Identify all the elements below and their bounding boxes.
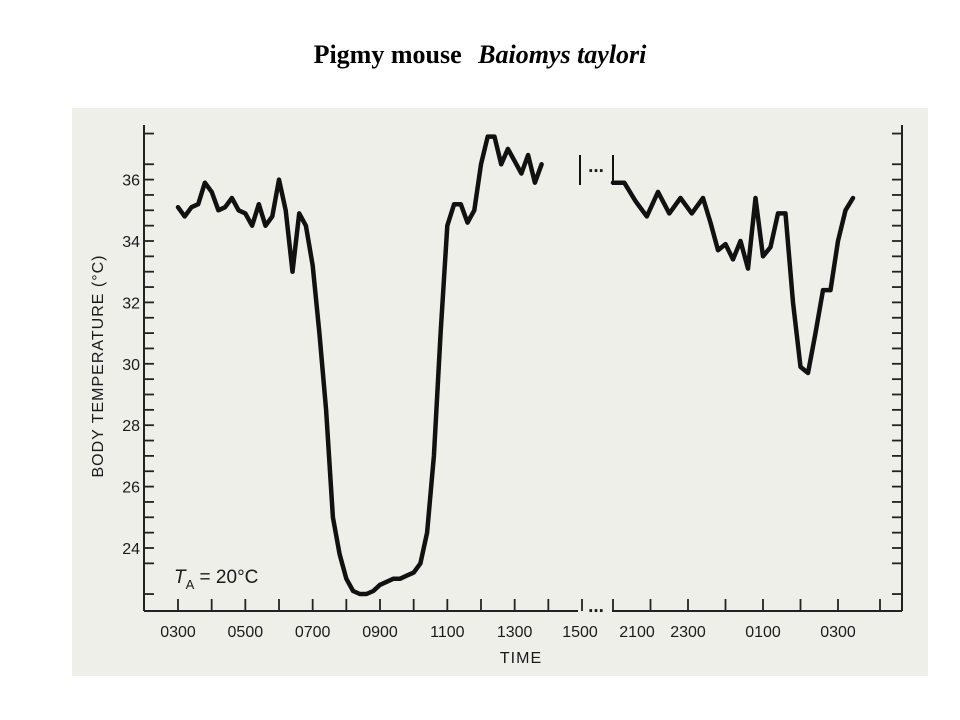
x-tick-label: 0100 <box>745 624 781 641</box>
annotation-t: T <box>174 567 187 588</box>
title-scientific-name: Baiomys taylori <box>478 40 647 69</box>
x-ticks: 0300 0500 0700 0900 1100 1300 1500 2100 2300 0100… <box>160 599 881 641</box>
x-tick-label: 0300 <box>820 624 856 641</box>
slide-title: Pigmy mouse Baiomys taylori <box>0 40 960 70</box>
y-tick-label: 36 <box>122 173 140 190</box>
y-tick-label: 28 <box>122 418 140 435</box>
y-tick-label: 24 <box>122 541 140 558</box>
y-tick-label: 26 <box>122 480 140 497</box>
axis-break-marker-bottom: ... <box>588 596 604 617</box>
axis-break-marker-line: ... <box>588 156 604 177</box>
x-tick-label: 2300 <box>670 624 706 641</box>
x-tick-label: 2100 <box>619 624 655 641</box>
title-common-name: Pigmy mouse <box>313 40 462 69</box>
y-tick-label: 32 <box>122 295 140 312</box>
x-tick-label: 0300 <box>160 624 196 641</box>
y-tick-label: 30 <box>122 357 140 374</box>
y-axis-title: BODY TEMPERATURE (°C) <box>90 255 107 478</box>
x-tick-label: 0700 <box>295 624 331 641</box>
y-tick-label: 34 <box>122 234 140 251</box>
x-tick-label: 1100 <box>430 624 465 641</box>
ambient-temperature-annotation: TA = 20°C <box>174 567 258 592</box>
x-axis-title: TIME <box>500 650 542 667</box>
annotation-value: = 20°C <box>194 567 258 588</box>
annotation-subscript: A <box>186 577 195 592</box>
x-tick-label: 1300 <box>497 624 533 641</box>
temperature-series-2 <box>610 180 856 376</box>
y-ticks: 24 26 28 30 32 34 36 <box>122 132 902 595</box>
x-tick-label: 0900 <box>362 624 398 641</box>
temperature-lines <box>175 134 856 597</box>
x-tick-label: 1500 <box>562 624 598 641</box>
temperature-series-1 <box>175 134 544 597</box>
x-tick-label: 0500 <box>228 624 264 641</box>
axes <box>143 125 903 612</box>
